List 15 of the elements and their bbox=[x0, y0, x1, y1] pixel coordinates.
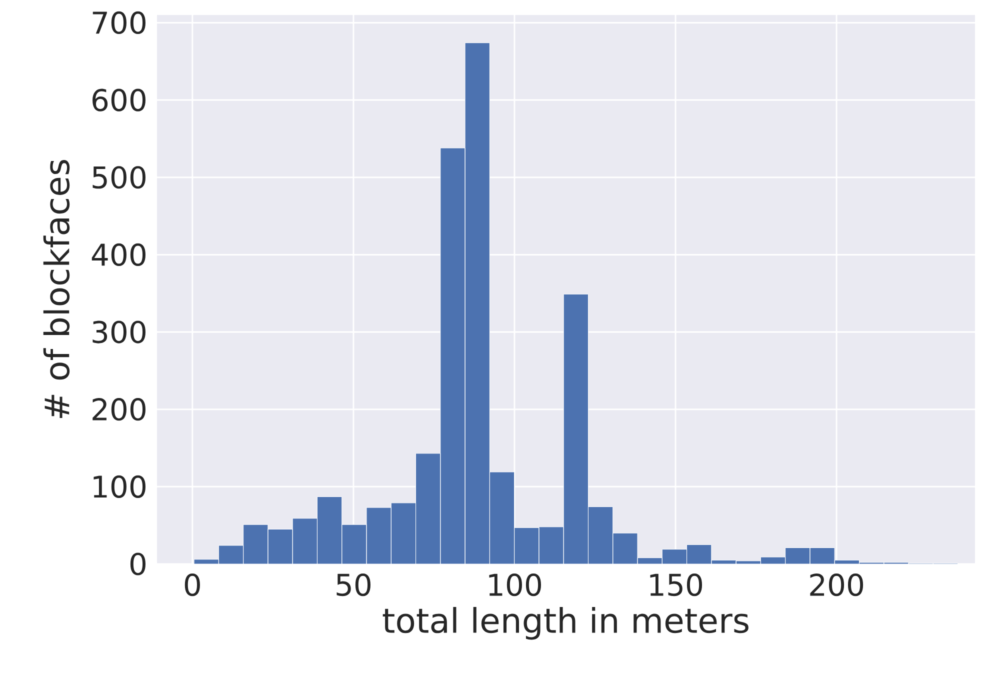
y-tick-label: 300 bbox=[92, 320, 146, 344]
y-tick-label: 0 bbox=[130, 552, 146, 576]
y-tick-label: 100 bbox=[94, 475, 146, 498]
y-tick-label: 500 bbox=[92, 166, 146, 189]
x-tick-label: 150 bbox=[650, 574, 702, 596]
y-tick-label: 200 bbox=[92, 398, 146, 421]
y-tick-label: 600 bbox=[92, 88, 146, 112]
x-tick-label: 50 bbox=[336, 574, 370, 596]
x-tick-label: 200 bbox=[810, 574, 864, 596]
x-tick-label: 0 bbox=[184, 574, 200, 596]
x-axis-title: total length in meters bbox=[382, 606, 748, 640]
y-tick-label: 700 bbox=[92, 11, 146, 34]
y-axis-title: # of blockfaces bbox=[43, 160, 70, 418]
y-tick-label: 400 bbox=[92, 243, 146, 266]
x-tick-label: 100 bbox=[489, 574, 542, 596]
